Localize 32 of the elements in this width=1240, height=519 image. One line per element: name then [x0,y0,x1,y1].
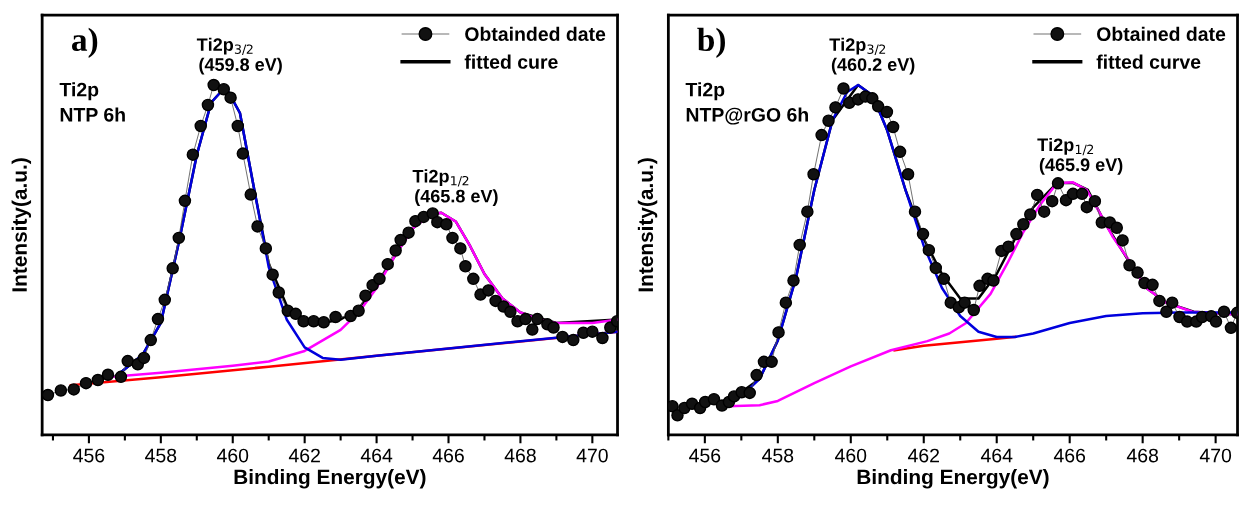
x-tick-label: 464 [360,448,393,463]
x-tick-label: 470 [576,448,608,463]
annotation: Ti2p$_{1/2}$ (465.9 eV) [1037,137,1123,175]
x-tick-label: 458 [145,448,177,463]
annotation: Ti2p NTP@rGO 6h [685,82,808,125]
x-tick-label: 466 [1053,448,1086,463]
x-tick-label: 460 [835,448,867,463]
x-tick-label: 462 [907,448,939,463]
legend-label: fitted curve [1096,54,1201,69]
annotation: Ti2p$_{3/2}$ (460.2 eV) [829,37,915,75]
text: b) [697,27,725,58]
x-axis-title: Binding Energy(eV) [857,469,1049,489]
annotation: Ti2p$_{3/2}$ (459.8 eV) [196,37,282,75]
x-tick-label: 466 [432,448,464,463]
x-tick-label: 464 [980,448,1013,463]
x-tick-label: 470 [1199,448,1232,463]
x-tick-label: 468 [1126,448,1159,463]
text: a) [72,27,98,58]
x-tick-label: 462 [288,448,320,463]
y-axis-title: Intensity(a.u.) [11,158,32,292]
x-tick-label: 456 [689,448,721,463]
y-axis-title: Intensity(a.u.) [637,158,658,292]
x-tick-label: 456 [73,448,105,463]
legend-label: fitted cure [464,54,558,69]
x-axis-title: Binding Energy(eV) [234,469,426,489]
x-tick-label: 460 [216,448,249,463]
legend-label: Obtainded date [465,26,606,41]
x-tick-label: 468 [504,448,536,463]
x-tick-label: 458 [762,448,794,463]
annotation: Ti2p$_{1/2}$ (465.8 eV) [412,169,498,207]
legend-label: Obtained date [1097,26,1226,41]
annotation: Ti2p NTP 6h [59,82,125,122]
